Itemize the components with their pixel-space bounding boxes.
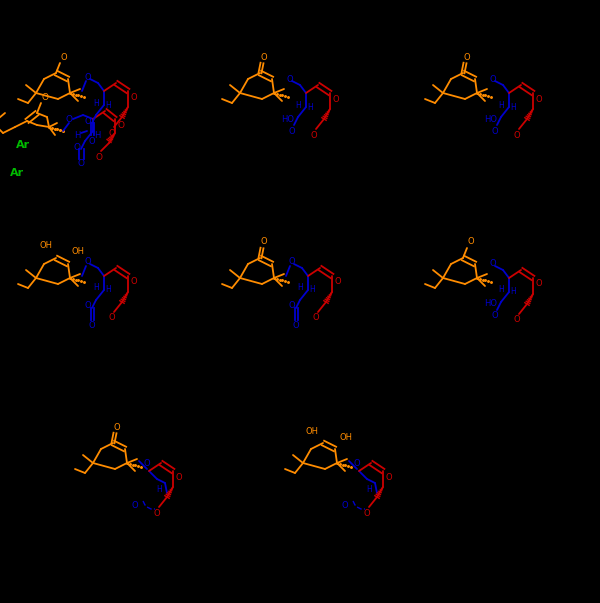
- Text: O: O: [65, 115, 73, 124]
- Text: O: O: [287, 75, 293, 83]
- Text: H: H: [366, 484, 372, 493]
- Text: H: H: [498, 285, 504, 294]
- Text: O: O: [490, 259, 496, 268]
- Text: HO: HO: [281, 115, 295, 124]
- Text: O: O: [89, 321, 95, 330]
- Text: OH: OH: [39, 241, 52, 250]
- Text: H: H: [93, 98, 99, 107]
- Text: H: H: [74, 130, 80, 139]
- Text: O: O: [332, 95, 340, 104]
- Text: H: H: [297, 283, 303, 292]
- Text: Ar: Ar: [10, 168, 24, 178]
- Text: O: O: [289, 257, 295, 267]
- Text: O: O: [341, 500, 349, 510]
- Text: O: O: [490, 75, 496, 83]
- Text: O: O: [118, 121, 125, 130]
- Text: O: O: [335, 277, 341, 286]
- Text: O: O: [491, 127, 499, 136]
- Text: O: O: [293, 321, 299, 330]
- Text: H: H: [307, 103, 313, 112]
- Text: O: O: [154, 508, 160, 517]
- Text: H: H: [105, 285, 111, 294]
- Text: O: O: [364, 508, 370, 517]
- Text: OH: OH: [72, 247, 85, 256]
- Text: O: O: [491, 312, 499, 321]
- Text: O: O: [464, 52, 470, 62]
- Text: O: O: [289, 127, 295, 136]
- Text: O: O: [311, 130, 317, 139]
- Text: O: O: [85, 116, 91, 125]
- Text: O: O: [260, 238, 268, 247]
- Text: O: O: [85, 72, 91, 81]
- Text: H: H: [295, 101, 301, 110]
- Text: H: H: [498, 101, 504, 110]
- Text: H: H: [510, 103, 516, 112]
- Text: O: O: [95, 153, 103, 162]
- Text: O: O: [260, 52, 268, 62]
- Text: O: O: [85, 257, 91, 267]
- Text: O: O: [353, 458, 361, 467]
- Text: HO: HO: [485, 300, 497, 309]
- Text: O: O: [74, 142, 80, 151]
- Text: Ar: Ar: [16, 140, 30, 150]
- Text: O: O: [113, 423, 121, 432]
- Text: H: H: [156, 484, 162, 493]
- Text: O: O: [386, 473, 392, 482]
- Text: O: O: [131, 500, 139, 510]
- Text: H: H: [309, 285, 315, 294]
- Text: O: O: [109, 314, 115, 323]
- Text: OH: OH: [306, 426, 319, 435]
- Text: O: O: [61, 52, 67, 62]
- Text: OH: OH: [339, 432, 352, 441]
- Text: O: O: [131, 92, 137, 101]
- Text: O: O: [467, 238, 475, 247]
- Text: O: O: [41, 92, 49, 101]
- Text: O: O: [143, 458, 151, 467]
- Text: O: O: [313, 314, 319, 323]
- Text: O: O: [85, 302, 91, 311]
- Text: O: O: [77, 159, 85, 168]
- Text: O: O: [289, 302, 295, 311]
- Text: O: O: [536, 280, 542, 288]
- Text: O: O: [109, 128, 115, 137]
- Text: O: O: [89, 136, 95, 145]
- Text: HO: HO: [485, 115, 497, 124]
- Text: H: H: [510, 288, 516, 297]
- Text: O: O: [176, 473, 182, 482]
- Text: H: H: [105, 101, 111, 110]
- Text: O: O: [514, 315, 520, 324]
- Text: O: O: [514, 130, 520, 139]
- Text: H: H: [93, 283, 99, 292]
- Text: O: O: [131, 277, 137, 286]
- Text: H: H: [94, 130, 100, 139]
- Text: O: O: [536, 95, 542, 104]
